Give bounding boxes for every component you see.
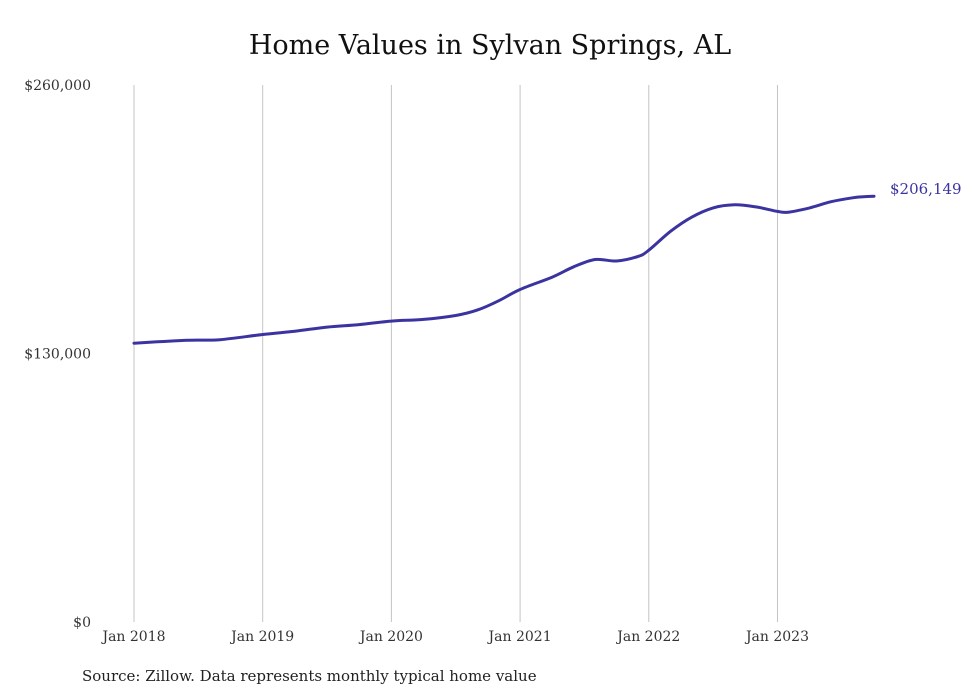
data-point (851, 197, 853, 199)
data-point (261, 333, 263, 335)
data-point (648, 249, 650, 251)
data-point (573, 266, 575, 268)
x-tick-label: Jan 2020 (358, 629, 423, 645)
y-tick-label: $130,000 (24, 347, 91, 363)
data-point (390, 320, 392, 322)
data-point (733, 204, 735, 206)
data-point (551, 276, 553, 278)
axis-labels: Jan 2018 Jan 2019 Jan 2020 Jan 2021 Jan 2022… (24, 78, 809, 645)
x-tick-label: Jan 2018 (100, 629, 165, 645)
x-tick-label: Jan 2019 (229, 629, 294, 645)
data-point (154, 341, 156, 343)
data-point (519, 288, 521, 290)
data-point (219, 338, 221, 340)
data-point (594, 258, 596, 260)
data-point (873, 195, 875, 197)
y-tick-label: $260,000 (24, 78, 91, 94)
data-point (186, 339, 188, 341)
data-point (862, 196, 864, 198)
data-point (422, 318, 424, 320)
data-point (455, 314, 457, 316)
chart-title: Home Values in Sylvan Springs, AL (248, 30, 732, 61)
data-point (808, 207, 810, 209)
data-point (326, 326, 328, 328)
data-point (497, 300, 499, 302)
data-point (476, 309, 478, 311)
y-tick-label: $0 (73, 615, 91, 631)
data-point (755, 206, 757, 208)
data-point (294, 330, 296, 332)
data-point (358, 323, 360, 325)
x-tick-label: Jan 2021 (487, 629, 552, 645)
data-point (669, 230, 671, 232)
gridlines (133, 85, 778, 622)
data-point (690, 216, 692, 218)
data-point (712, 207, 714, 209)
data-point (787, 211, 789, 213)
x-tick-label: Jan 2023 (744, 629, 809, 645)
source-note: Source: Zillow. Data represents monthly … (82, 667, 537, 685)
end-value-label: $206,149 (890, 180, 962, 198)
series-layer: $206,149 (132, 180, 962, 345)
series-line (132, 194, 876, 345)
data-point (637, 255, 639, 257)
data-point (830, 200, 832, 202)
data-point (615, 260, 617, 262)
data-point (776, 210, 778, 212)
data-point (133, 342, 135, 344)
x-tick-label: Jan 2022 (615, 629, 680, 645)
